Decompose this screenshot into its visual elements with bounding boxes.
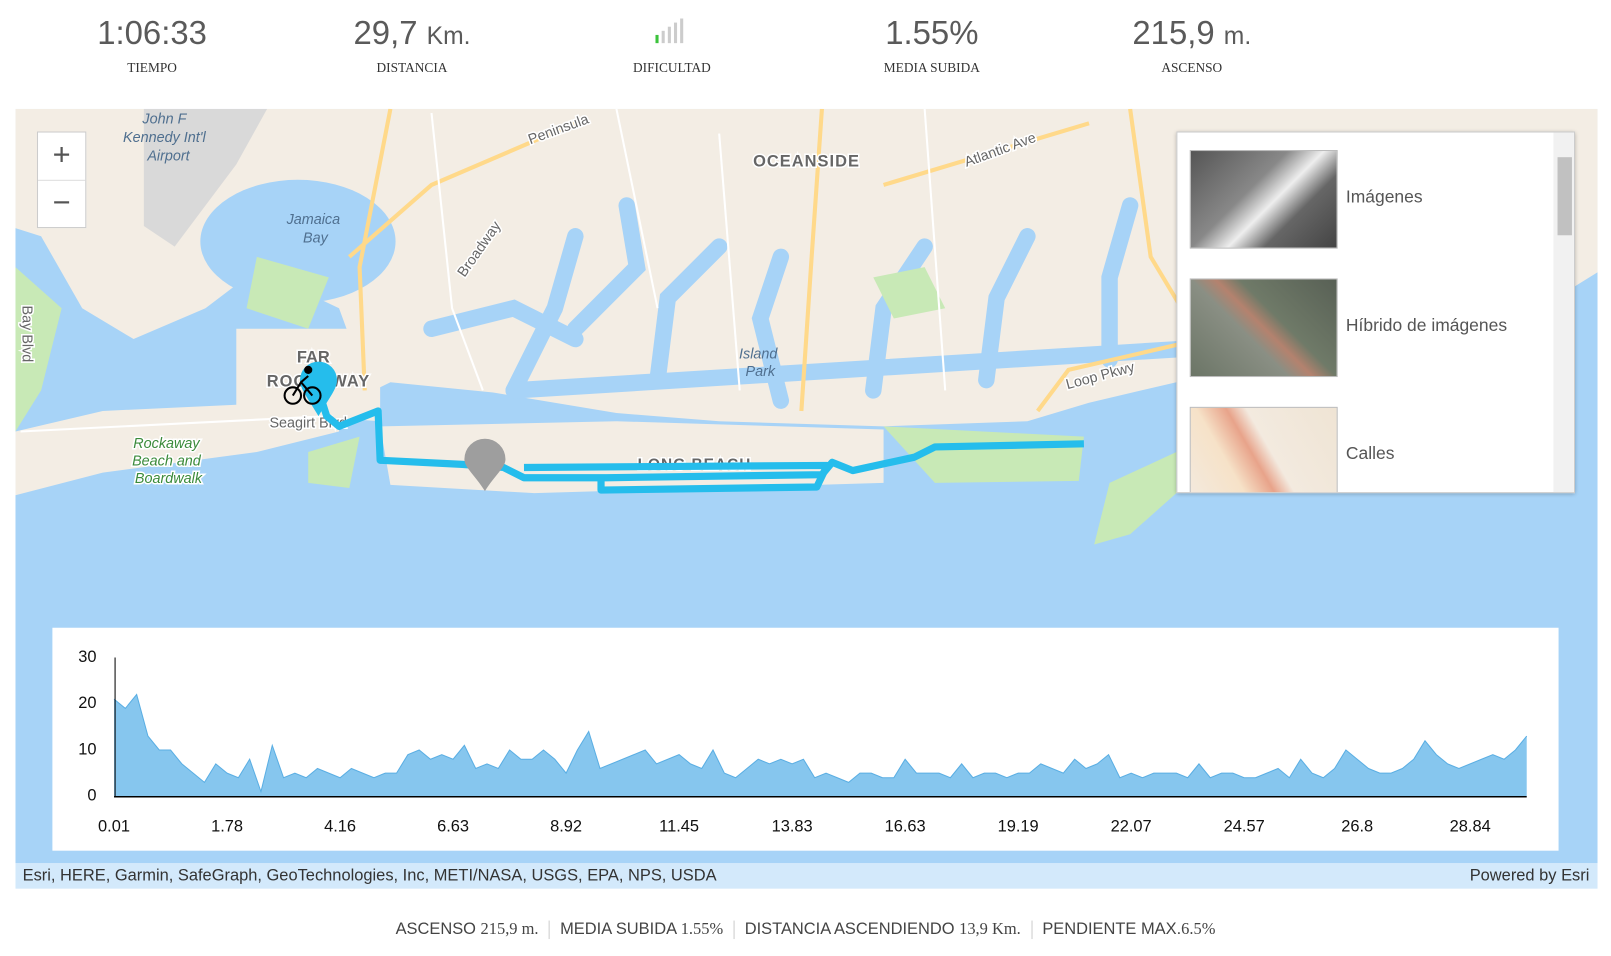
x-tick-label: 1.78 <box>211 817 243 835</box>
elevation-line <box>113 693 1528 794</box>
stat-value: 1:06:33 <box>97 14 207 52</box>
x-tick-label: 13.83 <box>772 817 813 835</box>
summary-label: ASCENSO <box>395 920 476 939</box>
summary-value: 1.55% <box>680 920 724 939</box>
stat-label: DIFICULTAD <box>632 59 711 76</box>
stat: DIFICULTAD <box>549 12 796 76</box>
summary-item: ASCENSO 215,9 m. <box>385 921 549 939</box>
zoom-in[interactable]: + <box>52 137 71 172</box>
map-label: Jamaica <box>286 212 341 228</box>
map-label: Park <box>745 364 775 380</box>
powered-by[interactable]: Powered by Esri <box>1469 867 1590 885</box>
stat-value: 1.55% <box>885 14 979 52</box>
zoom-control: + − <box>36 131 87 229</box>
x-tick-label: 19.19 <box>998 817 1039 835</box>
cyclist-icon <box>283 365 322 405</box>
x-tick-label: 4.16 <box>324 817 356 835</box>
scrollbar[interactable] <box>1553 132 1574 493</box>
zoom-out[interactable]: − <box>38 179 86 228</box>
stat-value: 29,7 <box>353 14 418 52</box>
map-label: Bay Blvd <box>19 306 35 363</box>
map-label: Island <box>739 347 778 363</box>
basemap-gallery: Imágenes Híbrido de imágenes Calles <box>1176 131 1576 494</box>
x-tick-label: 0.01 <box>98 817 130 835</box>
map-label: Bay <box>303 230 329 246</box>
summary-value: 6.5% <box>1181 920 1216 939</box>
map-label: Kennedy Int'l <box>123 130 206 146</box>
x-tick-label: 11.45 <box>659 817 699 835</box>
x-tick-label: 6.63 <box>437 817 469 835</box>
map-label: OCEANSIDE <box>753 152 860 170</box>
y-tick-label: 30 <box>78 648 96 666</box>
x-tick-label: 28.84 <box>1450 817 1491 835</box>
map-label: Rockaway <box>133 436 200 452</box>
elevation-chart: 0 10 20 30 0.01 1.78 4.16 6.63 8.92 11.45 13.83 16.… <box>78 648 1528 835</box>
x-tick-label: 8.92 <box>550 817 582 835</box>
basemap-label: Imágenes <box>1345 186 1423 207</box>
x-tick-label: 24.57 <box>1224 817 1265 835</box>
stat-unit: Km. <box>426 22 471 51</box>
summary-label: MEDIA SUBIDA <box>560 920 677 939</box>
stat: 1:06:33 TIEMPO <box>29 12 276 76</box>
attribution: Esri, HERE, Garmin, SafeGraph, GeoTechno… <box>22 867 717 885</box>
stat-value-box: 215,9 m. <box>1068 12 1315 53</box>
stat: 29,7 Km. DISTANCIA <box>289 12 536 76</box>
end-marker <box>464 438 506 492</box>
stat-label: DISTANCIA <box>376 59 448 76</box>
summary-item: DISTANCIA ASCENDIENDO 13,9 Km. <box>733 920 1031 940</box>
map-label: Airport <box>146 148 190 164</box>
summary-item: PENDIENTE MAX.6.5% <box>1031 920 1226 940</box>
attribution-bar: Esri, HERE, Garmin, SafeGraph, GeoTechno… <box>15 863 1598 889</box>
thumbnail <box>1189 278 1338 378</box>
x-tick-label: 26.8 <box>1341 817 1373 835</box>
summary-item: MEDIA SUBIDA 1.55% <box>548 920 734 940</box>
basemap-label: Calles <box>1345 443 1395 464</box>
elevation-chart-box: 0 10 20 30 0.01 1.78 4.16 6.63 8.92 11.45 13.83 16.… <box>52 627 1559 851</box>
summary-value: 215,9 m. <box>480 920 539 939</box>
summary: ASCENSO 215,9 m. MEDIA SUBIDA 1.55% DISTAN… <box>0 920 1611 940</box>
basemap-item[interactable]: Imágenes <box>1189 150 1560 249</box>
stat: 1.55% MEDIA SUBIDA <box>809 12 1056 76</box>
x-tick-label: 22.07 <box>1111 817 1152 835</box>
summary-label: DISTANCIA ASCENDIENDO <box>744 920 955 939</box>
stat-label: MEDIA SUBIDA <box>883 59 980 76</box>
thumbnail <box>1189 406 1338 493</box>
stat-unit: m. <box>1223 22 1252 51</box>
stat-label: TIEMPO <box>127 59 177 76</box>
summary-value: 13,9 Km. <box>959 920 1021 939</box>
x-tick-label: 16.63 <box>885 817 926 835</box>
stat: 215,9 m. ASCENSO <box>1068 12 1315 76</box>
map-label: John F <box>141 111 187 127</box>
difficulty-bars <box>655 18 684 44</box>
map-label: Beach and <box>132 453 202 469</box>
y-tick-label: 10 <box>78 740 96 758</box>
basemap-item[interactable]: Calles <box>1189 406 1560 493</box>
thumbnail <box>1189 150 1338 249</box>
y-tick-label: 0 <box>87 787 96 805</box>
summary-label: PENDIENTE MAX. <box>1042 920 1182 939</box>
y-tick-label: 20 <box>78 694 96 712</box>
map-label: Boardwalk <box>135 471 203 487</box>
stat-label: ASCENSO <box>1161 59 1223 76</box>
basemap-label: Híbrido de imágenes <box>1345 315 1508 335</box>
stat-value-box: 29,7 Km. <box>289 12 536 53</box>
route <box>315 389 1084 494</box>
difficulty-icon <box>549 12 796 53</box>
stat-value: 215,9 <box>1132 14 1215 52</box>
basemap-item[interactable]: Híbrido de imágenes <box>1189 278 1560 378</box>
area-fill <box>114 694 1527 797</box>
